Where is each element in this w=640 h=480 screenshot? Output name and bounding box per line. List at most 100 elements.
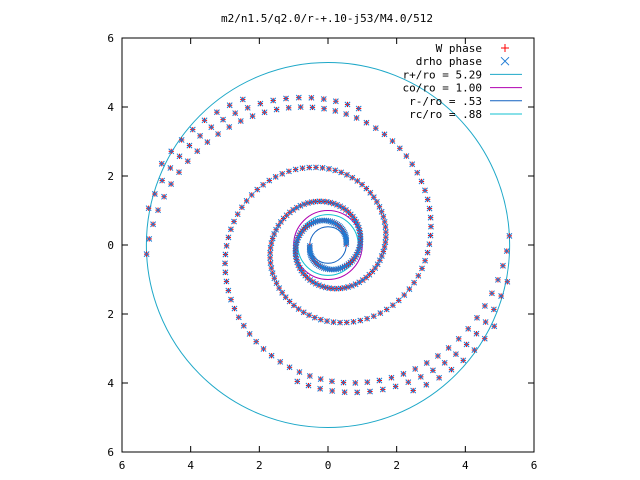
drho-phase-point xyxy=(392,383,399,390)
drho-phase-point xyxy=(359,181,366,188)
drho-phase-point xyxy=(271,275,278,282)
drho-phase-point xyxy=(344,101,351,108)
drho-phase-point xyxy=(225,234,232,241)
drho-phase-point xyxy=(277,219,284,225)
drho-phase-point xyxy=(269,270,276,277)
drho-phase-point xyxy=(267,249,274,256)
drho-phase-point xyxy=(434,353,441,359)
drho-phase-point xyxy=(293,204,300,211)
drho-phase-point xyxy=(370,194,377,201)
drho-phase-point xyxy=(159,177,166,184)
drho-phase-point xyxy=(473,330,480,337)
drho-phase-point xyxy=(268,265,275,272)
drho-phase-point xyxy=(411,279,418,286)
drho-phase-point xyxy=(189,126,196,133)
drho-phase-point xyxy=(231,305,238,312)
drho-phase-point xyxy=(317,316,324,323)
drho-phase-point xyxy=(204,139,211,146)
legend-label: rc/ro = .88 xyxy=(409,108,482,121)
drho-phase-point xyxy=(151,191,158,197)
drho-phase-point xyxy=(267,244,274,251)
drho-phase-point xyxy=(389,302,396,309)
drho-phase-point xyxy=(222,260,229,267)
drho-phase-point xyxy=(340,379,347,386)
drho-phase-point xyxy=(381,243,388,250)
drho-phase-point xyxy=(414,169,421,176)
drho-phase-point xyxy=(342,231,348,238)
drho-phase-point xyxy=(490,306,497,313)
drho-phase-point xyxy=(354,178,361,184)
drho-phase-point xyxy=(297,104,304,111)
drho-phase-point xyxy=(296,264,303,271)
drho-phase-point xyxy=(311,314,318,321)
drho-phase-point xyxy=(403,153,410,160)
circle-rro xyxy=(145,61,511,429)
drho-phase-point xyxy=(308,252,314,259)
drho-phase-point xyxy=(238,204,245,211)
drho-phase-point xyxy=(374,261,381,268)
drho-phase-point xyxy=(299,165,306,172)
drho-phase-point xyxy=(481,335,488,342)
drho-phase-point xyxy=(243,197,250,204)
drho-phase-point xyxy=(376,203,383,210)
drho-phase-point xyxy=(378,253,385,259)
drho-phase-point xyxy=(225,287,232,294)
drho-phase-point xyxy=(270,97,277,104)
drho-phase-point xyxy=(267,254,274,261)
x-tick-label: 4 xyxy=(187,459,194,472)
drho-phase-point xyxy=(228,296,234,303)
drho-phase-point xyxy=(354,389,361,396)
drho-phase-point xyxy=(498,293,505,299)
drho-phase-point xyxy=(419,265,425,272)
drho-phase-point xyxy=(474,314,480,321)
drho-phase-point xyxy=(427,214,434,221)
drho-phase-point xyxy=(319,164,326,171)
drho-phase-point xyxy=(388,374,395,381)
drho-phase-point xyxy=(382,239,389,246)
drho-phase-point xyxy=(260,181,267,188)
drho-phase-point xyxy=(357,317,364,324)
drho-phase-point xyxy=(213,109,220,116)
drho-phase-point xyxy=(143,251,150,258)
drho-phase-point xyxy=(300,309,307,316)
legend-label: r+/ro = 5.29 xyxy=(403,68,482,81)
drho-phase-point xyxy=(348,282,355,289)
drho-phase-point xyxy=(186,142,193,149)
drho-phase-point xyxy=(176,169,182,176)
drho-phase-point xyxy=(426,205,433,212)
x-tick-label: 4 xyxy=(462,459,469,472)
drho-phase-point xyxy=(382,224,389,231)
drho-phase-point xyxy=(271,231,278,237)
drho-phase-point xyxy=(168,181,175,188)
drho-phase-point xyxy=(353,115,360,121)
drho-phase-point xyxy=(309,104,316,111)
drho-phase-point xyxy=(332,167,339,174)
drho-phase-point xyxy=(338,169,345,176)
legend-label: W phase xyxy=(436,42,482,55)
drho-phase-point xyxy=(343,171,350,178)
drho-phase-point xyxy=(395,297,402,304)
drho-phase-point xyxy=(306,164,313,171)
drho-phase-point xyxy=(359,277,366,284)
drho-phase-point xyxy=(226,124,233,130)
drho-phase-point xyxy=(283,95,289,102)
drho-phase-point xyxy=(168,148,175,155)
drho-phase-point xyxy=(273,106,280,113)
drho-phase-point xyxy=(145,205,152,212)
drho-phase-point xyxy=(297,202,304,209)
drho-phase-point xyxy=(285,104,292,111)
drho-phase-point xyxy=(227,226,234,233)
drho-phase-point xyxy=(335,265,342,272)
drho-phase-point xyxy=(482,319,489,325)
x-tick-label: 2 xyxy=(393,459,400,472)
drho-phase-point xyxy=(277,358,284,365)
drho-phase-point xyxy=(261,109,268,116)
x-tick-label: 2 xyxy=(256,459,263,472)
drho-phase-point xyxy=(337,203,344,210)
drho-phase-point xyxy=(275,222,282,229)
drho-phase-point xyxy=(352,379,359,386)
drho-phase-point xyxy=(286,364,293,371)
drho-phase-point xyxy=(332,107,339,114)
drho-phase-point xyxy=(146,235,153,242)
drho-phase-point xyxy=(400,370,407,377)
